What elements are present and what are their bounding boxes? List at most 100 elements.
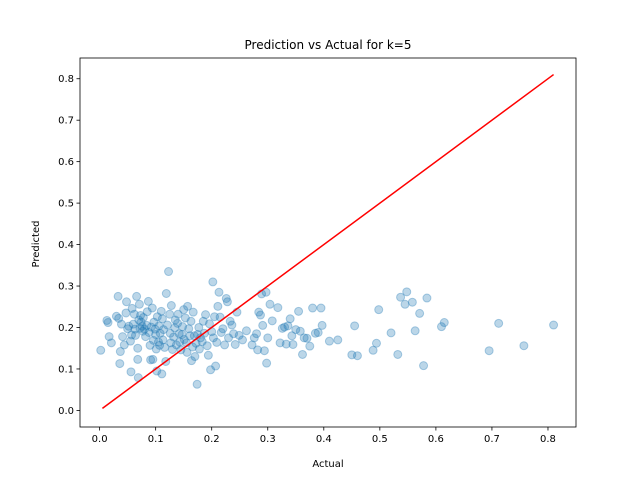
data-point: [222, 297, 232, 307]
data-point: [227, 320, 237, 330]
y-tick-label: 0.5: [58, 199, 74, 210]
data-point: [159, 325, 169, 335]
data-point: [103, 318, 113, 328]
data-point: [167, 344, 177, 354]
data-point: [123, 324, 133, 334]
data-point: [402, 287, 412, 297]
data-point: [104, 332, 114, 342]
x-tick-label: 0.7: [484, 434, 500, 445]
data-point: [188, 342, 198, 352]
data-point: [254, 307, 264, 317]
y-axis-label: Predicted: [31, 221, 42, 268]
data-point: [295, 326, 305, 336]
data-point: [155, 340, 165, 350]
data-point: [549, 320, 559, 330]
data-point: [116, 319, 126, 329]
y-tick-label: 0.1: [58, 364, 74, 375]
x-tick-label: 0.1: [148, 434, 164, 445]
data-point: [400, 299, 410, 309]
data-point: [133, 354, 143, 364]
data-point: [151, 330, 161, 340]
data-point: [324, 336, 334, 346]
data-point: [190, 352, 200, 362]
data-point: [129, 309, 139, 319]
data-point: [494, 318, 504, 328]
data-point: [310, 328, 320, 338]
data-point: [415, 308, 425, 318]
data-point: [146, 322, 156, 332]
data-point: [145, 340, 155, 350]
data-point: [135, 323, 145, 333]
data-point: [186, 316, 196, 326]
data-point: [165, 328, 175, 338]
data-point: [208, 277, 218, 287]
data-point: [238, 335, 248, 345]
data-point: [173, 309, 183, 319]
data-point: [187, 356, 197, 366]
data-point: [136, 310, 146, 320]
data-point: [262, 358, 272, 368]
data-point: [160, 342, 170, 352]
data-point: [234, 330, 244, 340]
y-tick-label: 0.3: [58, 282, 74, 293]
data-point: [216, 327, 226, 337]
data-point: [350, 321, 360, 331]
data-point: [182, 347, 192, 357]
data-point: [281, 339, 291, 349]
data-point: [151, 344, 161, 354]
data-point: [124, 321, 134, 331]
data-point: [102, 315, 112, 325]
data-point: [201, 310, 211, 320]
data-point: [179, 335, 189, 345]
data-point: [148, 354, 158, 364]
data-point: [161, 289, 171, 298]
data-point: [149, 317, 159, 327]
data-point: [128, 319, 138, 329]
x-tick-label: 0.6: [428, 434, 444, 445]
data-point: [484, 346, 494, 356]
data-point: [368, 345, 378, 355]
data-point: [258, 320, 268, 330]
data-point: [184, 324, 194, 334]
data-point: [203, 350, 213, 360]
data-point: [156, 306, 166, 316]
data-point: [247, 340, 257, 350]
data-point: [302, 333, 312, 343]
data-point: [204, 319, 214, 329]
data-point: [115, 359, 125, 369]
data-point: [118, 332, 128, 342]
data-point: [121, 308, 131, 318]
data-point: [285, 314, 295, 324]
data-point: [273, 303, 283, 313]
data-point: [305, 341, 315, 351]
data-point: [252, 329, 262, 339]
y-tick-label: 0.0: [58, 406, 74, 417]
data-point: [316, 303, 326, 313]
data-point: [410, 326, 420, 336]
data-point: [162, 320, 172, 330]
data-point: [261, 287, 271, 297]
data-point: [249, 333, 259, 343]
data-point: [170, 323, 180, 333]
x-tick-label: 0.5: [372, 434, 388, 445]
data-point: [179, 305, 189, 315]
data-point: [317, 320, 327, 330]
data-point: [166, 338, 176, 348]
data-point: [115, 347, 125, 357]
data-point: [263, 333, 273, 343]
data-point: [265, 299, 275, 309]
data-point: [171, 340, 181, 350]
plot-area: 0.0 0.1 0.2 0.3 0.4 0.5 0.6 0.7 0.8 0.0 0.1 0.2 0.3 0…: [58, 57, 577, 445]
data-point: [138, 326, 148, 336]
data-point: [202, 341, 212, 351]
data-point: [386, 328, 396, 338]
data-point: [214, 287, 224, 297]
data-point: [439, 318, 449, 328]
data-point: [142, 320, 152, 330]
data-point: [130, 330, 140, 340]
data-point: [287, 331, 297, 341]
data-point: [224, 333, 234, 343]
data-point: [158, 335, 168, 345]
data-point: [185, 331, 195, 341]
